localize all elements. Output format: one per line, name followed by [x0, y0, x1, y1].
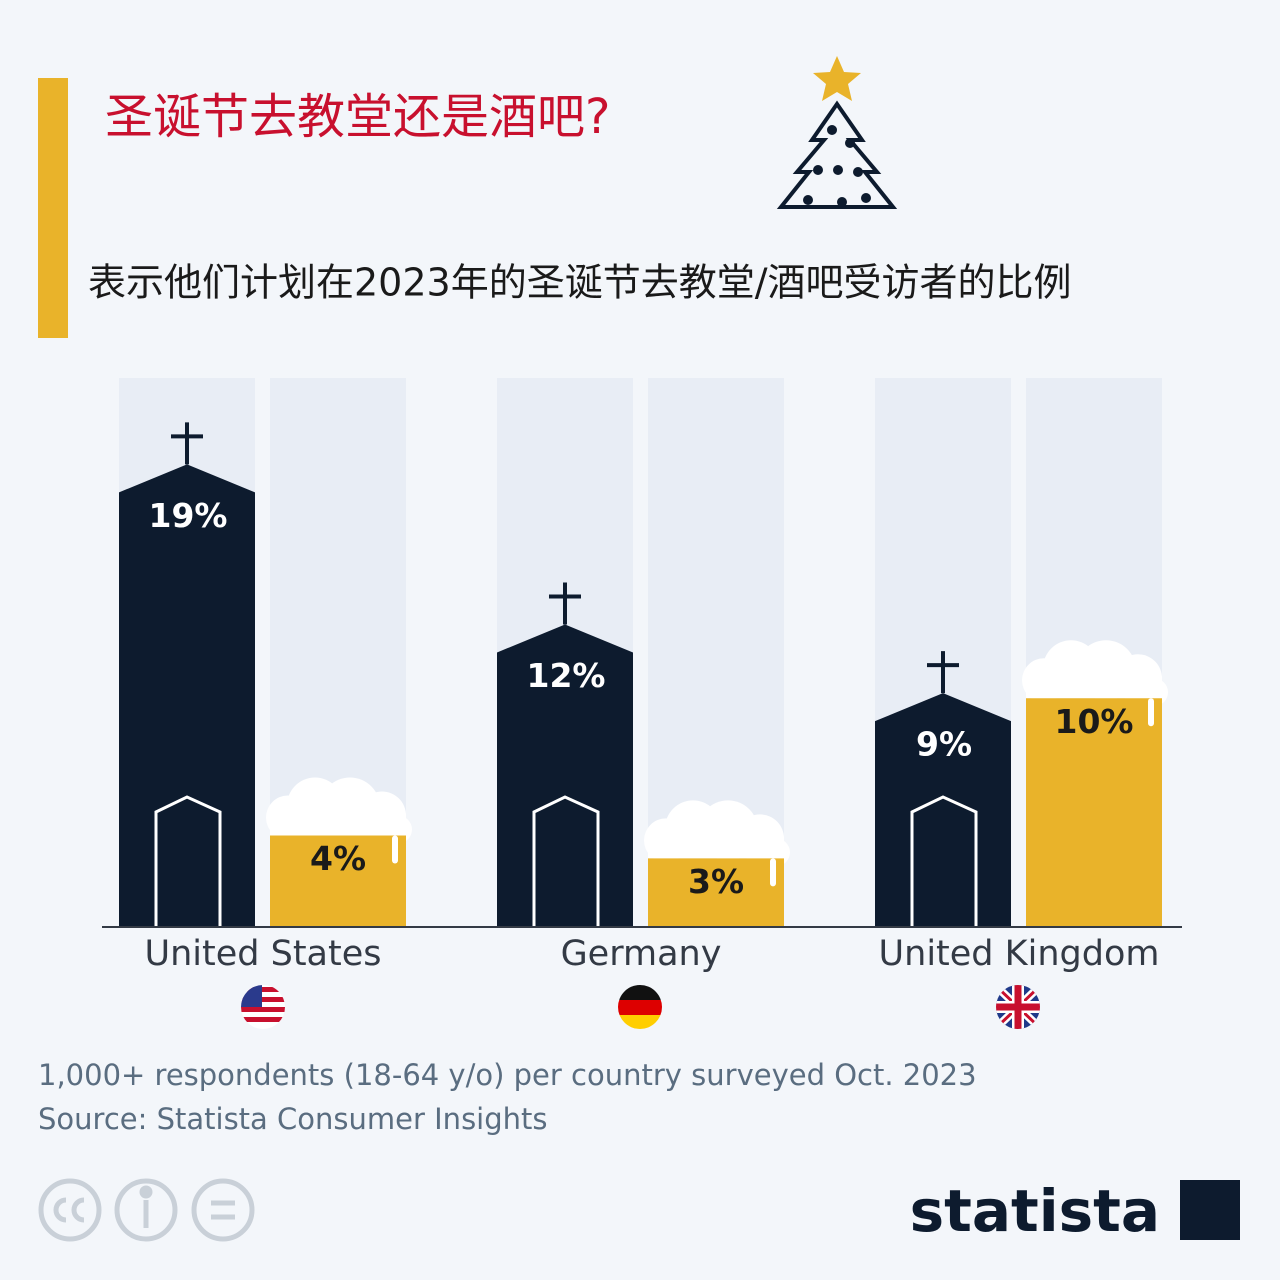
door: [532, 795, 600, 927]
beer: [648, 858, 784, 927]
foam-drip: [770, 858, 776, 887]
beer: [270, 835, 406, 927]
value-label: 4%: [310, 839, 366, 878]
source: Source: Statista Consumer Insights: [38, 1102, 548, 1136]
chart-subtitle: 表示他们计划在2023年的圣诞节去教堂/酒吧受访者的比例: [88, 261, 1072, 305]
cross: [927, 651, 959, 694]
logo-mark: [1180, 1180, 1240, 1240]
note: 1,000+ respondents (18-64 y/o) per count…: [38, 1058, 977, 1092]
value-label: 9%: [916, 725, 972, 764]
tree-icon: [776, 56, 898, 209]
cross: [549, 582, 581, 625]
x-tick-label: Germany: [561, 934, 722, 974]
x-tick-label: United Kingdom: [879, 934, 1160, 974]
beer: [1026, 698, 1162, 927]
chart-title: 圣诞节去教堂还是酒吧?: [105, 89, 610, 145]
accent-bar: [38, 78, 68, 338]
foam: [644, 800, 790, 867]
door: [154, 795, 222, 927]
x-tick-label: United States: [144, 934, 381, 974]
foam-drip: [1148, 698, 1154, 727]
value-label: 12%: [527, 656, 606, 695]
foam: [266, 777, 412, 844]
flags: [241, 985, 1040, 1029]
door: [910, 795, 978, 927]
logo: statista: [910, 1177, 1160, 1245]
cross: [171, 422, 203, 465]
foam-drip: [392, 835, 398, 864]
value-label: 19%: [149, 496, 228, 535]
license-icons: [38, 1178, 255, 1242]
value-label: 10%: [1055, 702, 1134, 741]
value-label: 3%: [688, 862, 744, 901]
